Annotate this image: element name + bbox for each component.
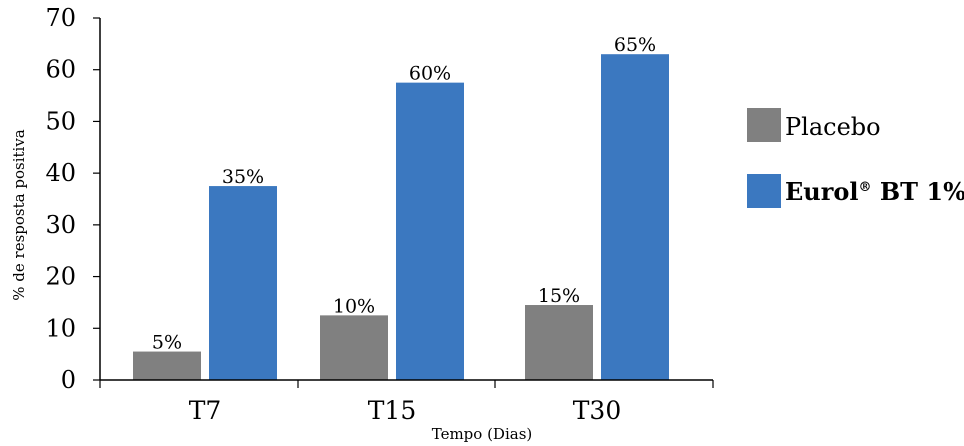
bar: [320, 315, 388, 380]
y-tick-label: 30: [45, 211, 76, 239]
y-tick-label: 20: [45, 263, 76, 291]
bars-layer: [133, 54, 669, 381]
x-axis-title: Tempo (Dias): [432, 425, 533, 443]
y-ticks-layer: 0 10 20 30 40 50 60 70: [45, 4, 100, 394]
y-tick-label: 70: [45, 4, 76, 32]
legend-label-eurol-main: Eurol: [785, 177, 859, 206]
y-tick-label: 60: [45, 56, 76, 84]
data-label: 10%: [333, 295, 375, 317]
bar: [133, 351, 201, 380]
y-tick-label: 0: [61, 366, 76, 394]
legend-swatch-placebo: [747, 108, 781, 142]
y-axis-title: % de resposta positiva: [10, 129, 28, 301]
bar: [396, 82, 464, 381]
bar: [209, 186, 277, 380]
legend: Placebo Eurol® BT 1%: [747, 108, 964, 208]
bar: [601, 54, 669, 380]
data-label: 5%: [152, 332, 182, 354]
x-tick-label: T30: [573, 396, 622, 425]
legend-swatch-eurol: [747, 174, 781, 208]
x-tick-label: T15: [368, 396, 417, 425]
bar: [525, 305, 593, 380]
data-label: 65%: [614, 34, 656, 56]
x-tick-label: T7: [189, 396, 222, 425]
y-tick-label: 10: [45, 314, 76, 342]
legend-label-placebo: Placebo: [785, 113, 881, 141]
data-label: 60%: [409, 63, 451, 85]
y-tick-label: 40: [45, 159, 76, 187]
data-label: 35%: [222, 166, 264, 188]
data-label: 15%: [538, 285, 580, 307]
x-ticks-layer: T7 T15 T30: [99, 380, 714, 425]
legend-label-eurol: Eurol® BT 1%: [785, 177, 964, 206]
legend-label-eurol-rest: BT 1%: [872, 177, 964, 206]
data-labels-layer: 5% 10% 15% 35% 60% 65%: [152, 34, 656, 353]
y-tick-label: 50: [45, 107, 76, 135]
legend-label-eurol-sup: ®: [859, 180, 872, 195]
